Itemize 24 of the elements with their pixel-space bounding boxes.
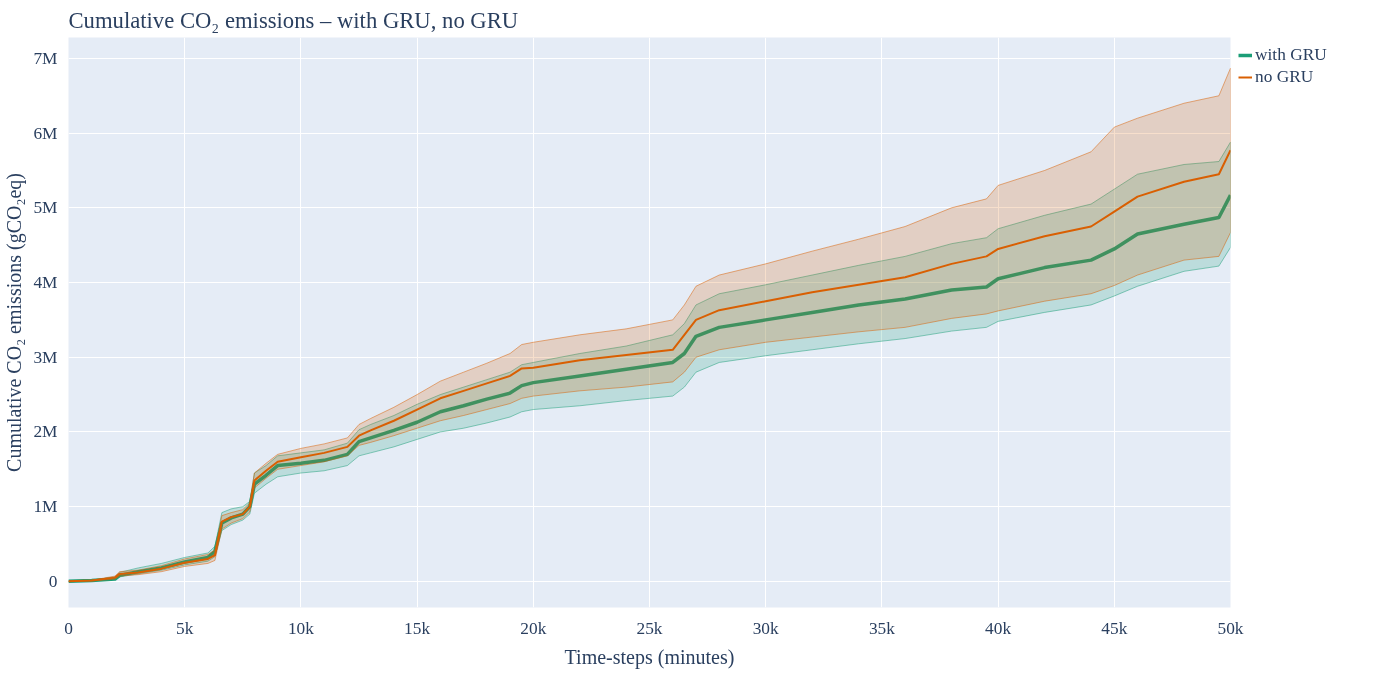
y-tick-label: 3M	[33, 347, 58, 367]
x-axis-title: Time-steps (minutes)	[564, 645, 735, 669]
y-tick-label: 7M	[33, 48, 58, 68]
x-tick-label: 5k	[176, 618, 194, 638]
x-tick-label: 45k	[1101, 618, 1128, 638]
y-tick-label: 6M	[33, 123, 58, 143]
legend-label: with GRU	[1255, 45, 1327, 65]
y-tick-label: 2M	[33, 422, 58, 442]
x-tick-label: 40k	[985, 618, 1012, 638]
y-tick-label: 5M	[33, 198, 58, 218]
x-tick-label: 15k	[404, 618, 431, 638]
x-tick-label: 0	[64, 618, 73, 638]
y-tick-label: 4M	[33, 273, 58, 293]
x-tick-label: 10k	[287, 618, 315, 638]
y-axis-title: Cumulative CO₂ emissions (gCO₂eq)	[3, 173, 27, 472]
y-tick-label: 0	[48, 571, 58, 591]
x-tick-label: 25k	[636, 618, 663, 638]
x-tick-label: 20k	[520, 618, 547, 638]
x-tick-label: 30k	[752, 618, 780, 638]
legend-label: no GRU	[1255, 67, 1314, 87]
x-tick-label: 50k	[1217, 618, 1244, 638]
x-tick-label: 35k	[868, 618, 896, 638]
y-tick-label: 1M	[33, 497, 58, 517]
chart-title: Cumulative CO₂ emissions – with GRU, no GRU	[68, 7, 519, 33]
